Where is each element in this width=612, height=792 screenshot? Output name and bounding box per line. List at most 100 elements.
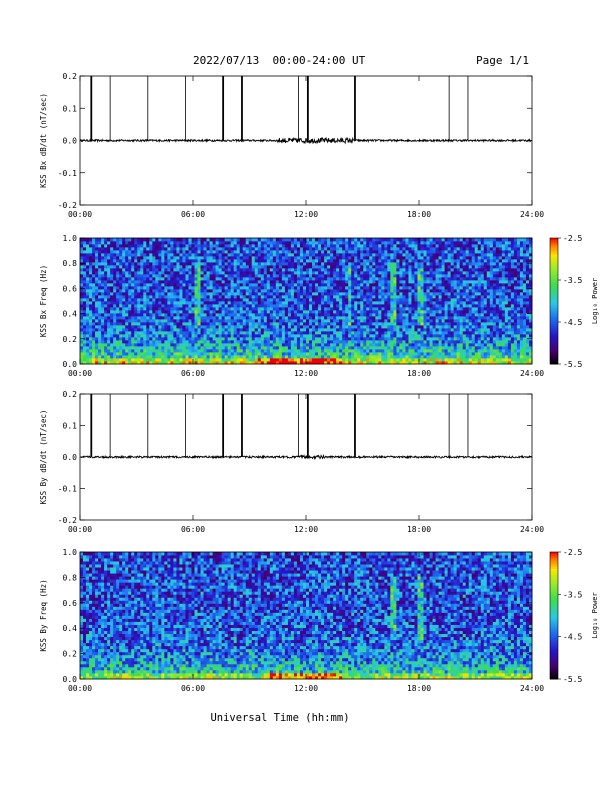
heatmap-cell <box>167 298 171 302</box>
heatmap-cell <box>170 298 174 302</box>
heatmap-cell <box>194 319 198 323</box>
heatmap-cell <box>402 280 406 284</box>
heatmap-cell <box>119 250 123 254</box>
heatmap-cell <box>414 349 418 353</box>
heatmap-cell <box>152 280 156 284</box>
heatmap-cell <box>342 352 346 356</box>
heatmap-cell <box>281 361 286 365</box>
heatmap-cell <box>426 244 430 248</box>
heatmap-cell <box>266 259 271 263</box>
heatmap-cell <box>257 358 262 362</box>
heatmap-cell <box>149 358 153 362</box>
heatmap-cell <box>429 250 433 254</box>
heatmap-cell <box>257 256 262 260</box>
heatmap-cell <box>357 322 361 326</box>
heatmap-cell <box>257 331 262 335</box>
heatmap-cell <box>405 298 409 302</box>
heatmap-cell <box>110 238 114 242</box>
heatmap-cell <box>263 283 268 287</box>
heatmap-cell <box>372 277 376 281</box>
heatmap-cell <box>402 295 406 299</box>
heatmap-cell <box>306 313 310 317</box>
heatmap-cell <box>113 277 117 281</box>
heatmap-cell <box>86 238 90 242</box>
heatmap-cell <box>107 346 111 350</box>
heatmap-cell <box>146 337 150 341</box>
heatmap-cell <box>140 241 144 245</box>
heatmap-cell <box>357 238 361 242</box>
heatmap-cell <box>321 361 325 365</box>
heatmap-cell <box>396 244 400 248</box>
heatmap-cell <box>164 295 168 299</box>
heatmap-cell <box>152 355 156 359</box>
heatmap-cell <box>152 346 156 350</box>
heatmap-cell <box>131 277 135 281</box>
heatmap-cell <box>230 259 235 263</box>
heatmap-cell <box>287 268 292 272</box>
heatmap-cell <box>239 292 244 296</box>
heatmap-cell <box>420 295 424 299</box>
heatmap-cell <box>125 304 129 308</box>
heatmap-cell <box>167 241 171 245</box>
heatmap-cell <box>104 331 108 335</box>
heatmap-cell <box>215 241 220 245</box>
heatmap-cell <box>149 349 153 353</box>
heatmap-cell <box>206 253 210 257</box>
heatmap-cell <box>387 313 391 317</box>
heatmap-cell <box>260 331 265 335</box>
heatmap-cell <box>125 307 129 311</box>
heatmap-cell <box>405 262 409 266</box>
heatmap-cell <box>293 295 298 299</box>
heatmap-cell <box>414 298 418 302</box>
heatmap-cell <box>95 253 99 257</box>
heatmap-cell <box>98 247 102 251</box>
heatmap-cell <box>119 325 123 329</box>
heatmap-cell <box>345 325 349 329</box>
heatmap-cell <box>269 322 274 326</box>
heatmap-cell <box>345 298 349 302</box>
heatmap-cell <box>399 304 403 308</box>
heatmap-cell <box>104 289 108 293</box>
heatmap-cell <box>384 259 388 263</box>
heatmap-cell <box>203 358 207 362</box>
heatmap-cell <box>327 262 331 266</box>
heatmap-cell <box>387 256 391 260</box>
heatmap-cell <box>327 349 331 353</box>
heatmap-cell <box>426 277 430 281</box>
heatmap-cell <box>275 346 280 350</box>
heatmap-cell <box>203 301 207 305</box>
heatmap-cell <box>98 295 102 299</box>
heatmap-cell <box>393 292 397 296</box>
heatmap-cell <box>125 277 129 281</box>
heatmap-cell <box>131 322 135 326</box>
heatmap-cell <box>182 325 186 329</box>
heatmap-cell <box>173 265 177 269</box>
heatmap-cell <box>260 325 265 329</box>
heatmap-cell <box>293 316 298 320</box>
heatmap-cell <box>83 307 87 311</box>
heatmap-cell <box>116 271 120 275</box>
heatmap-cell <box>315 352 319 356</box>
heatmap-cell <box>336 280 340 284</box>
heatmap-cell <box>336 325 340 329</box>
heatmap-cell <box>281 310 286 314</box>
heatmap-cell <box>342 307 346 311</box>
heatmap-cell <box>212 238 216 242</box>
heatmap-cell <box>137 355 141 359</box>
heatmap-cell <box>95 313 99 317</box>
heatmap-cell <box>375 349 379 353</box>
heatmap-cell <box>242 256 247 260</box>
heatmap-cell <box>137 283 141 287</box>
heatmap-cell <box>230 301 235 305</box>
heatmap-cell <box>315 271 319 275</box>
heatmap-cell <box>113 355 117 359</box>
heatmap-cell <box>293 334 298 338</box>
heatmap-cell <box>185 325 189 329</box>
heatmap-cell <box>378 268 382 272</box>
heatmap-cell <box>89 310 93 314</box>
heatmap-cell <box>251 346 256 350</box>
heatmap-cell <box>188 265 192 269</box>
heatmap-cell <box>161 244 165 248</box>
heatmap-cell <box>182 307 186 311</box>
heatmap-cell <box>173 247 177 251</box>
